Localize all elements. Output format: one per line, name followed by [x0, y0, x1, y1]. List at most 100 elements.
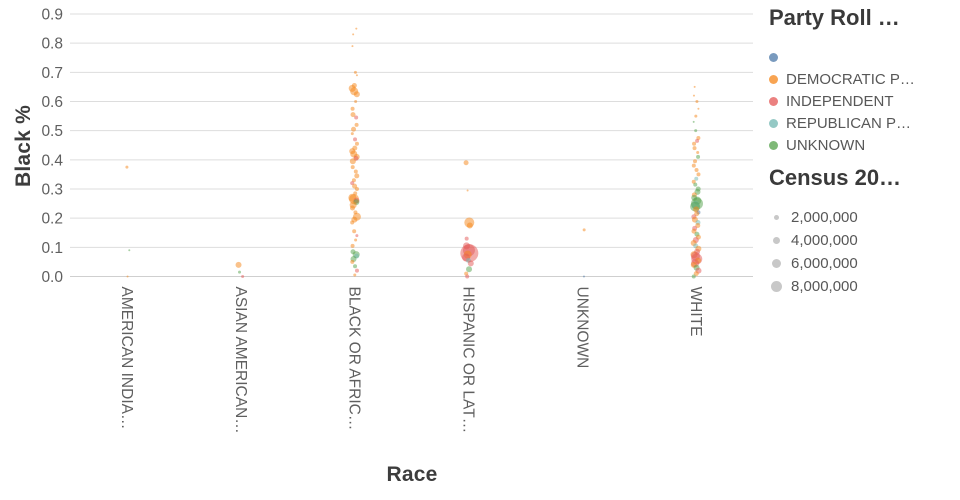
y-axis-title: Black %	[12, 105, 35, 187]
party-legend-item	[769, 46, 957, 68]
data-point	[354, 100, 358, 103]
data-point	[350, 106, 355, 111]
party-legend-item: UNKNOWN	[769, 134, 957, 156]
data-point	[692, 94, 695, 97]
x-tick-label: AMERICAN INDIA…	[118, 287, 135, 430]
size-legend-label: 4,000,000	[791, 232, 858, 249]
data-point	[354, 187, 359, 191]
data-point	[235, 261, 242, 268]
data-point	[582, 275, 585, 278]
data-point	[582, 228, 586, 232]
party-legend-item: INDEPENDENT	[769, 90, 957, 112]
data-point	[465, 274, 470, 279]
party-swatch-icon	[769, 52, 778, 62]
size-swatch-icon	[769, 210, 784, 225]
party-swatch-icon	[769, 140, 778, 150]
data-point	[349, 205, 355, 211]
data-point	[694, 168, 699, 173]
data-point	[352, 229, 357, 234]
size-legend-item: 4,000,000	[769, 229, 957, 252]
data-point	[695, 100, 699, 103]
y-tick-label: 0.4	[41, 152, 63, 169]
party-legend-items: DEMOCRATIC P… INDEPENDENT REPUBLICAN P… UNK…	[769, 46, 957, 156]
data-point	[350, 112, 356, 118]
party-legend-label: REPUBLICAN P…	[786, 114, 912, 132]
data-point	[466, 266, 473, 273]
data-point	[694, 114, 698, 118]
party-legend-item: DEMOCRATIC P…	[769, 68, 957, 90]
data-point	[353, 273, 357, 277]
data-point	[697, 107, 700, 110]
size-swatch-icon	[769, 279, 784, 294]
party-legend-item: REPUBLICAN P…	[769, 112, 957, 134]
x-tick-label: HISPANIC OR LAT…	[459, 287, 476, 434]
data-point	[466, 189, 469, 192]
data-point	[353, 169, 358, 174]
data-point	[467, 260, 474, 267]
y-tick-label: 0.7	[41, 65, 63, 82]
data-point	[355, 27, 358, 30]
data-point	[693, 85, 696, 88]
party-legend-label: INDEPENDENT	[786, 92, 894, 110]
data-point	[353, 264, 358, 269]
x-tick-label: ASIAN AMERICAN…	[232, 287, 249, 434]
data-point	[463, 160, 469, 166]
data-point	[354, 173, 360, 179]
data-point	[691, 274, 696, 279]
data-point	[695, 222, 701, 228]
size-legend-title: Census 20…	[769, 165, 902, 190]
party-legend-label: DEMOCRATIC P…	[786, 70, 915, 88]
size-legend-item: 2,000,000	[769, 206, 957, 229]
data-point	[351, 45, 354, 48]
data-point	[694, 176, 699, 181]
party-legend-label: UNKNOWN	[786, 136, 866, 154]
data-point	[354, 122, 359, 127]
data-point	[696, 172, 701, 177]
data-point	[352, 33, 355, 36]
data-point	[350, 132, 354, 136]
x-tick-label: BLACK OR AFRIC…	[346, 287, 363, 431]
data-point	[692, 146, 697, 151]
data-point	[350, 243, 355, 248]
legend: Party Roll … DEMOCRATIC P… INDEPENDENT REP…	[769, 5, 957, 298]
data-point	[355, 74, 358, 77]
size-legend-items: 2,000,000 4,000,000 6,000,000 8,000,000	[769, 206, 957, 298]
data-point	[128, 249, 131, 252]
data-point	[354, 141, 359, 146]
data-point	[692, 141, 697, 146]
y-tick-label: 0.9	[41, 7, 63, 24]
party-swatch-icon	[769, 96, 778, 106]
data-point	[691, 163, 696, 168]
size-legend-label: 8,000,000	[791, 278, 858, 295]
size-swatch-icon	[769, 233, 784, 248]
data-point	[241, 275, 245, 278]
size-legend-label: 6,000,000	[791, 255, 858, 272]
y-tick-label: 0.2	[41, 211, 63, 228]
data-point	[238, 270, 242, 274]
data-point	[695, 138, 700, 143]
data-point	[696, 154, 701, 159]
data-point	[350, 259, 355, 264]
data-point	[696, 151, 700, 155]
size-legend-item: 8,000,000	[769, 275, 957, 298]
data-point	[350, 220, 355, 225]
data-point	[353, 137, 358, 142]
data-point	[693, 159, 698, 164]
x-tick-label: UNKNOWN	[573, 287, 590, 369]
party-legend-title: Party Roll …	[769, 5, 900, 30]
data-point	[350, 165, 355, 170]
x-axis-title: Race	[386, 463, 438, 486]
size-legend-label: 2,000,000	[791, 209, 858, 226]
party-swatch-icon	[769, 118, 778, 128]
y-tick-label: 0.8	[41, 36, 63, 53]
data-point	[353, 91, 360, 98]
x-tick-label: WHITE	[687, 287, 704, 337]
data-point	[349, 158, 356, 165]
data-point	[351, 178, 356, 183]
data-point	[355, 234, 359, 238]
data-point	[694, 129, 698, 133]
y-tick-label: 0.3	[41, 182, 63, 199]
data-point	[354, 238, 358, 242]
